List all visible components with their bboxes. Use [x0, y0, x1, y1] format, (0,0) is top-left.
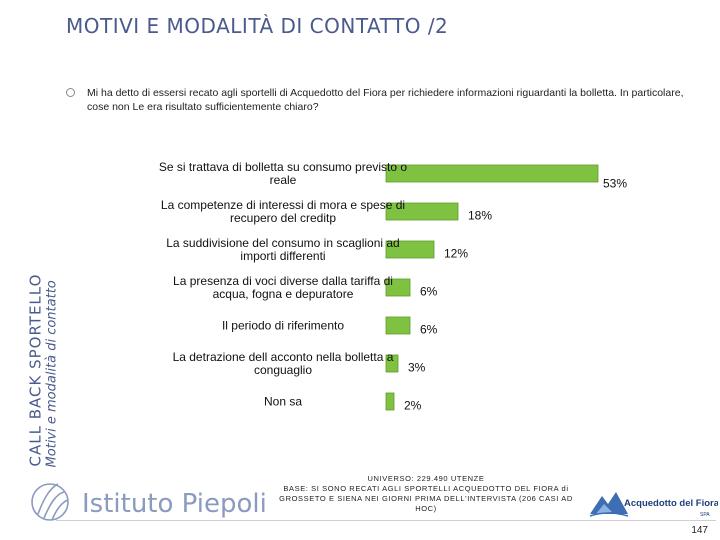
category-label-line: La competenze di interessi di mora e spe…	[161, 198, 405, 212]
page-number: 147	[691, 525, 708, 536]
bar-7	[385, 392, 395, 411]
client-name: Acquedotto del Fiora	[624, 498, 718, 509]
category-label-line: La detrazione dell acconto nella bollett…	[173, 350, 394, 364]
sidebar-title: CALL BACK SPORTELLO	[26, 273, 45, 467]
category-label-line: La suddivisione del consumo in scaglioni…	[166, 236, 399, 250]
category-label-3: La suddivisione del consumo in scaglioni…	[166, 236, 399, 263]
istituto-piepoli-logo: Istituto Piepoli	[31, 483, 267, 521]
value-label-3: 12%	[444, 247, 468, 261]
category-label-5: Il periodo di riferimento	[222, 319, 344, 333]
footer-divider	[56, 520, 716, 521]
value-label-4: 6%	[420, 285, 438, 299]
category-label-line: Il periodo di riferimento	[222, 319, 344, 333]
value-label-5: 6%	[420, 323, 438, 337]
mountain-icon	[589, 492, 629, 517]
piepoli-brand-text: Istituto Piepoli	[82, 489, 267, 519]
bullet-icon	[66, 88, 75, 97]
category-label-line: recupero del creditp	[230, 211, 336, 225]
category-label-1: Se si trattava di bolletta su consumo pr…	[159, 160, 407, 187]
bar-5	[385, 316, 411, 335]
sidebar: CALL BACK SPORTELLO Motivi e modalità di…	[0, 0, 60, 540]
bar-2	[385, 202, 459, 221]
category-label-7: Non sa	[264, 395, 302, 409]
value-label-7: 2%	[404, 399, 422, 413]
category-label-line: importi differenti	[240, 249, 325, 263]
category-label-line: conguaglio	[254, 363, 312, 377]
value-label-6: 3%	[408, 361, 426, 375]
value-label-2: 18%	[468, 209, 492, 223]
category-label-4: La presenza di voci diverse dalla tariff…	[173, 274, 393, 301]
category-label-line: Se si trattava di bolletta su consumo pr…	[159, 160, 407, 174]
survey-question: Mi ha detto di essersi recato agli sport…	[87, 87, 684, 113]
category-label-line: La presenza di voci diverse dalla tariff…	[173, 274, 393, 288]
bar-1	[385, 164, 599, 183]
base-line: BASE: SI SONO RECATI AGLI SPORTELLI ACQU…	[279, 484, 573, 513]
page-title: MOTIVI E MODALITÀ DI CONTATTO /2	[66, 14, 449, 38]
category-label-2: La competenze di interessi di mora e spe…	[161, 198, 405, 225]
bar-chart: Se si trattava di bolletta su consumo pr…	[159, 160, 627, 413]
category-label-line: acqua, fogna e depuratore	[213, 287, 354, 301]
category-label-line: reale	[270, 173, 297, 187]
value-label-1: 53%	[603, 177, 627, 191]
category-label-line: Non sa	[264, 395, 302, 409]
universe-note: UNIVERSO: 229.490 UTENZE BASE: SI SONO R…	[276, 474, 576, 514]
category-label-6: La detrazione dell acconto nella bollett…	[173, 350, 394, 377]
sidebar-subtitle: Motivi e modalità di contatto	[44, 280, 60, 468]
bar-4	[385, 278, 411, 297]
acquedotto-del-fiora-logo: Acquedotto del Fiora SPA	[589, 492, 718, 518]
client-suffix: SPA	[700, 512, 710, 518]
bar-6	[385, 354, 399, 373]
bar-3	[385, 240, 435, 259]
piepoli-logo-icon	[31, 483, 69, 521]
sidebar-text: CALL BACK SPORTELLO Motivi e modalità di…	[27, 60, 60, 530]
universe-line: UNIVERSO: 229.490 UTENZE	[367, 474, 485, 483]
